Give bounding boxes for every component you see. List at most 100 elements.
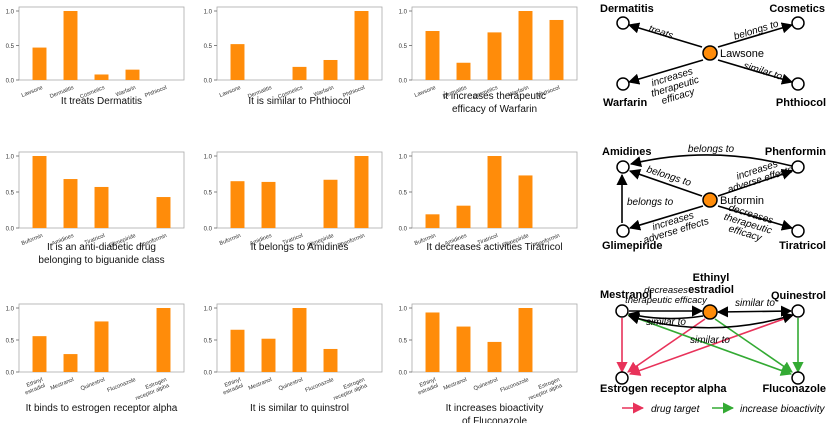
y-tick-label: 1.0 — [204, 10, 213, 16]
edge-buformin-amidines — [628, 169, 703, 197]
node-label-mestranol: Mestranol — [600, 289, 652, 301]
x-tick-label: Mestranol — [443, 377, 468, 392]
knowledge-graph-estradiol: decreases therapeutic efficacy similar to… — [600, 272, 826, 415]
node-phthiocol — [791, 77, 805, 91]
y-tick-label: 0.5 — [6, 339, 15, 345]
edge-lawsone-dermatitis — [627, 22, 703, 48]
chart-title: It binds to estrogen receptor alpha — [26, 403, 178, 414]
node-buformin — [702, 192, 718, 208]
y-tick-label: 0.0 — [6, 227, 15, 233]
bar-amidines — [63, 179, 78, 228]
bar-quinestrol — [94, 321, 109, 372]
y-tick-label: 0.5 — [6, 191, 15, 197]
y-tick-label: 0.0 — [204, 227, 213, 233]
edge-label-similar-to: similar to — [742, 60, 784, 82]
bar-cosmetics — [487, 32, 502, 80]
node-estrogen-receptor-alpha — [615, 371, 629, 385]
node-label-glimepiride: Glimepiride — [602, 240, 663, 252]
chart-title: It is similar to Phthiocol — [248, 96, 350, 107]
y-tick-label: 0.0 — [399, 79, 408, 85]
node-label-lawsone: Lawsone — [720, 48, 764, 60]
y-tick-label: 0.5 — [399, 339, 408, 345]
y-tick-label: 1.0 — [399, 307, 408, 313]
node-label-cosmetics: Cosmetics — [769, 3, 825, 15]
edge-label-similar-to-right: similar to — [735, 298, 775, 309]
edge-estradiol-quinestrol — [716, 305, 793, 318]
bar-quinestrol — [292, 308, 307, 372]
node-label-quinestrol: Quinestrol — [771, 290, 826, 302]
y-tick-label: 1.0 — [204, 307, 213, 313]
bar-estrogen-receptor-alpha — [156, 308, 171, 372]
x-tick-label: Buformin — [219, 233, 242, 247]
bar-glimepiride — [518, 175, 533, 228]
legend-increase-bioactivity-label: increase bioactivity — [740, 404, 825, 415]
edge-label-belongs-to-top: belongs to — [688, 144, 735, 155]
y-tick-label: 0.0 — [399, 371, 408, 377]
chart-title: It is similar to quinstrol — [250, 403, 349, 414]
y-tick-label: 1.0 — [6, 10, 15, 16]
edge-phenformin-amidines — [629, 154, 793, 168]
node-label-phenformin: Phenformin — [765, 146, 826, 158]
node-label-tiratricol: Tiratricol — [779, 240, 826, 252]
edge-label-increases-efficacy: increasestherapeuticefficacy — [647, 65, 703, 109]
bar-amidines — [261, 181, 276, 228]
bar-chart-bioactivity-fluconazole: 0.0 0.5 1.0 Ethinylestradiol Mestranol Quines… — [399, 303, 578, 423]
y-tick-label: 0.5 — [399, 191, 408, 197]
chart-title: It decreases activities Tiratricol — [426, 242, 562, 253]
bar-lawsone — [425, 31, 440, 80]
node-quinestrol — [791, 304, 805, 318]
node-label-estrogen-receptor-alpha: Estrogen receptor alpha — [600, 383, 727, 395]
x-tick-label: Fluconazole — [500, 377, 530, 394]
y-tick-label: 0.5 — [399, 44, 408, 50]
bar-dermatitis — [63, 11, 78, 80]
bar-ethinyl-estradiol — [425, 312, 440, 372]
bar-buformin — [230, 181, 245, 228]
bar-chart-similar-quinstrol: 0.0 0.5 1.0 Ethinylestradiol Mestranol Quines… — [204, 303, 383, 414]
chart-title: it increases therapeutic efficacy of Warf… — [443, 91, 546, 115]
node-dermatitis — [616, 16, 630, 30]
node-label-dermatitis: Dermatitis — [600, 3, 654, 15]
graph-legend: drug target increase bioactivity — [622, 402, 825, 415]
bar-quinestrol — [487, 341, 502, 372]
x-tick-label: Ethinylestradiol — [220, 377, 244, 397]
node-amidines — [616, 160, 630, 174]
x-tick-label: Quinestrol — [278, 377, 304, 392]
x-tick-label: Quinestrol — [80, 377, 106, 392]
y-tick-label: 0.5 — [6, 44, 15, 50]
bar-warfarin — [518, 11, 533, 80]
bar-cosmetics — [94, 74, 109, 80]
bar-phenformin — [156, 197, 171, 228]
edge-label-treats: treats — [647, 24, 674, 42]
x-tick-label: Ethinylestradiol — [22, 377, 46, 397]
node-cosmetics — [791, 16, 805, 30]
node-label-fluconazole: Fluconazole — [762, 383, 826, 395]
x-tick-label: Mestranol — [50, 377, 75, 392]
y-tick-label: 0.5 — [204, 191, 213, 197]
y-tick-label: 0.0 — [204, 371, 213, 377]
bar-mestranol — [261, 338, 276, 372]
legend-drug-target-label: drug target — [651, 404, 701, 415]
node-label-amidines: Amidines — [602, 146, 652, 158]
x-tick-label: Lawsone — [414, 85, 437, 99]
y-tick-label: 1.0 — [399, 10, 408, 16]
knowledge-graph-lawsone: treats belongs to increasestherapeuticef… — [600, 3, 826, 109]
knowledge-graph-buformin: belongs to belongs to increasesadverse e… — [602, 144, 826, 252]
x-tick-label: Ethinylestradiol — [415, 377, 439, 397]
node-phenformin — [791, 160, 805, 174]
bar-tiratricol — [487, 156, 502, 228]
x-tick-label: Buformin — [21, 233, 44, 247]
edge-label-belongs-to: belongs to — [733, 18, 781, 42]
edge-label-similar-to-left: similar to — [646, 317, 686, 328]
chart-title: It belongs to Amidines — [251, 242, 349, 253]
y-tick-label: 1.0 — [204, 155, 213, 161]
bar-chart-binds-estrogen: 0.0 0.5 1.0 Ethinylestradiol Mestranol Quines… — [6, 303, 185, 414]
node-label-warfarin: Warfarin — [603, 97, 647, 109]
bar-fluconazole — [518, 308, 533, 372]
x-tick-label: Lawsone — [21, 85, 44, 99]
